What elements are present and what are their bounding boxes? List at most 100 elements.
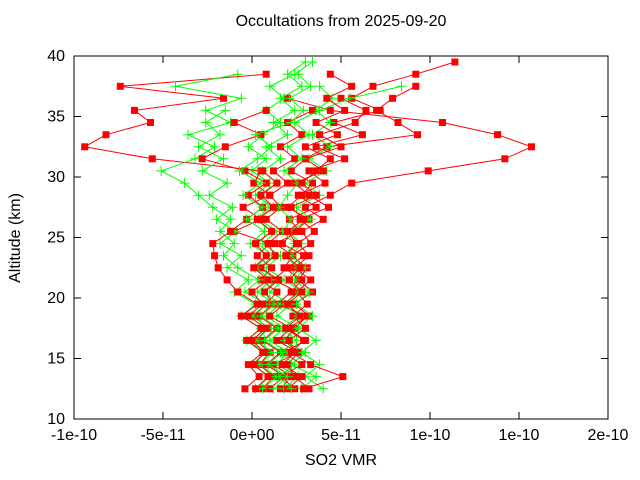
square-marker	[528, 143, 535, 151]
plus-marker	[220, 105, 231, 116]
plus-marker	[296, 347, 307, 358]
square-marker	[305, 252, 313, 260]
plus-marker	[215, 238, 225, 249]
square-marker	[310, 227, 318, 235]
plus-marker	[314, 105, 325, 116]
square-marker	[241, 385, 249, 393]
x-tick-label: 5e-11	[321, 427, 361, 444]
plus-marker	[227, 202, 238, 213]
square-marker	[301, 143, 309, 151]
square-marker	[348, 82, 356, 90]
square-marker	[303, 300, 311, 308]
plus-marker	[311, 371, 322, 382]
plus-marker	[204, 190, 215, 201]
plus-marker	[282, 129, 293, 140]
x-tick-label: 1e-10	[499, 427, 540, 444]
square-marker	[439, 119, 446, 126]
square-marker	[298, 361, 306, 369]
plus-marker	[239, 287, 250, 297]
plus-marker	[298, 105, 309, 116]
plus-marker	[232, 262, 243, 273]
occultation-08-squares	[244, 167, 281, 393]
square-marker	[284, 227, 292, 235]
square-marker	[252, 240, 260, 248]
plus-marker	[293, 323, 304, 334]
square-marker	[300, 336, 308, 344]
plus-marker	[314, 81, 325, 92]
square-marker	[305, 191, 313, 199]
square-marker	[277, 143, 284, 151]
square-marker	[300, 252, 308, 260]
square-marker	[298, 227, 306, 235]
square-marker	[373, 106, 381, 114]
square-marker	[243, 336, 251, 344]
plus-marker	[222, 262, 233, 273]
plus-marker	[215, 129, 225, 140]
square-marker	[271, 252, 279, 260]
square-marker	[296, 264, 304, 272]
square-marker	[262, 179, 270, 187]
square-marker	[300, 215, 308, 223]
square-marker	[262, 106, 270, 114]
square-marker	[264, 373, 272, 381]
square-marker	[250, 264, 258, 272]
square-marker	[298, 373, 306, 381]
plus-marker	[222, 178, 233, 189]
square-marker	[309, 179, 316, 187]
square-marker	[287, 324, 295, 332]
plus-marker	[170, 81, 181, 92]
plus-marker	[225, 214, 236, 225]
square-marker	[333, 131, 341, 139]
square-marker	[284, 179, 292, 187]
x-axis-label: SO2 VMR	[304, 452, 377, 469]
square-marker	[301, 324, 309, 332]
plus-marker	[207, 202, 218, 213]
square-marker	[339, 373, 347, 381]
plus-marker	[284, 93, 295, 104]
plus-marker	[250, 129, 261, 140]
square-marker	[298, 179, 306, 187]
square-marker	[287, 288, 295, 296]
square-marker	[253, 300, 261, 308]
plus-marker	[270, 299, 281, 310]
square-marker	[257, 264, 265, 272]
square-marker	[284, 300, 292, 308]
plus-marker	[261, 153, 272, 164]
plus-marker	[259, 226, 270, 237]
plus-marker	[289, 117, 300, 128]
square-marker	[326, 155, 334, 163]
square-marker	[284, 264, 292, 272]
square-marker	[298, 131, 306, 139]
plus-marker	[264, 81, 275, 92]
plus-marker	[254, 274, 265, 285]
y-tick-label: 25	[47, 230, 65, 247]
square-marker	[369, 82, 377, 90]
plus-marker	[275, 93, 286, 104]
square-marker	[284, 203, 292, 211]
square-marker	[147, 119, 154, 126]
plus-marker	[266, 141, 277, 152]
square-marker	[348, 179, 356, 187]
plus-marker	[238, 190, 249, 201]
square-marker	[227, 227, 235, 235]
square-marker	[316, 131, 324, 139]
x-tick-label: 0e+00	[230, 427, 275, 444]
plus-marker	[307, 311, 318, 322]
plus-marker	[300, 57, 311, 67]
square-marker	[264, 240, 272, 248]
square-marker	[289, 312, 297, 320]
square-marker	[341, 155, 349, 163]
square-marker	[293, 240, 300, 248]
square-marker	[257, 191, 265, 199]
square-marker	[266, 191, 274, 199]
square-marker	[220, 94, 227, 102]
plus-marker	[275, 347, 286, 358]
square-marker	[214, 264, 222, 272]
plus-marker	[255, 178, 266, 189]
y-tick-label: 30	[47, 169, 65, 186]
square-marker	[300, 385, 308, 393]
plus-marker	[211, 214, 222, 225]
plus-marker	[255, 311, 266, 322]
